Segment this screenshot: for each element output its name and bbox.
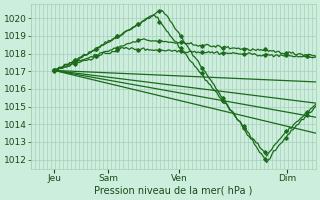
X-axis label: Pression niveau de la mer( hPa ): Pression niveau de la mer( hPa ) [94,186,253,196]
